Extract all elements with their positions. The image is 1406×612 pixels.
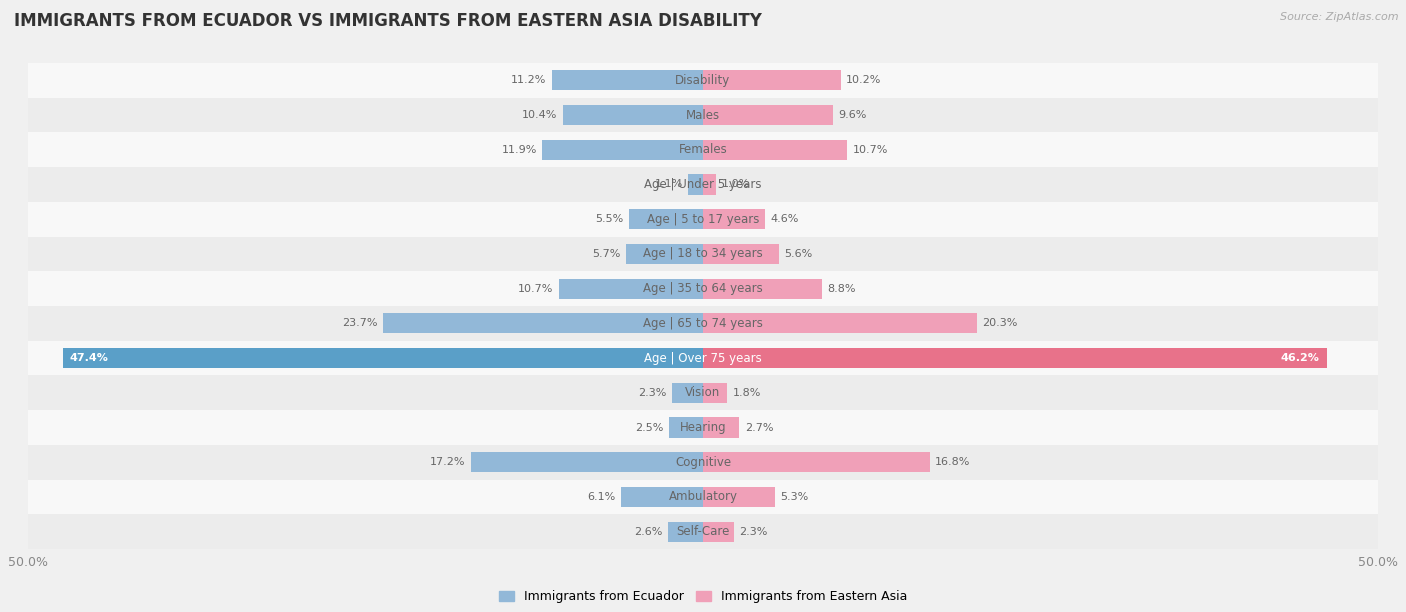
Bar xyxy=(558,278,703,299)
Text: 9.6%: 9.6% xyxy=(838,110,866,120)
Text: Age | 18 to 34 years: Age | 18 to 34 years xyxy=(643,247,763,261)
Bar xyxy=(703,487,775,507)
Text: Age | Over 75 years: Age | Over 75 years xyxy=(644,351,762,365)
Bar xyxy=(382,313,703,334)
Bar xyxy=(626,244,703,264)
Text: IMMIGRANTS FROM ECUADOR VS IMMIGRANTS FROM EASTERN ASIA DISABILITY: IMMIGRANTS FROM ECUADOR VS IMMIGRANTS FR… xyxy=(14,12,762,30)
Bar xyxy=(703,417,740,438)
Bar xyxy=(28,341,1378,375)
Bar xyxy=(28,480,1378,514)
Text: Cognitive: Cognitive xyxy=(675,456,731,469)
Text: Age | Under 5 years: Age | Under 5 years xyxy=(644,178,762,191)
Text: 10.7%: 10.7% xyxy=(853,145,889,155)
Bar xyxy=(703,244,779,264)
Bar xyxy=(28,63,1378,98)
Text: 47.4%: 47.4% xyxy=(70,353,108,363)
Text: Males: Males xyxy=(686,108,720,122)
Text: 11.2%: 11.2% xyxy=(510,75,547,85)
Bar xyxy=(688,174,703,195)
Bar xyxy=(28,306,1378,341)
Text: Age | 5 to 17 years: Age | 5 to 17 years xyxy=(647,213,759,226)
Bar xyxy=(28,445,1378,480)
Text: 23.7%: 23.7% xyxy=(342,318,378,329)
Bar xyxy=(28,410,1378,445)
Bar xyxy=(703,278,821,299)
Bar xyxy=(668,521,703,542)
Bar xyxy=(703,382,727,403)
Bar xyxy=(28,237,1378,271)
Text: 16.8%: 16.8% xyxy=(935,457,970,467)
Bar xyxy=(551,70,703,91)
Bar xyxy=(471,452,703,472)
Text: Self-Care: Self-Care xyxy=(676,525,730,538)
Text: Ambulatory: Ambulatory xyxy=(668,490,738,504)
Text: Age | 65 to 74 years: Age | 65 to 74 years xyxy=(643,317,763,330)
Text: 10.4%: 10.4% xyxy=(522,110,557,120)
Bar xyxy=(703,105,832,125)
Text: Females: Females xyxy=(679,143,727,156)
Text: 2.3%: 2.3% xyxy=(740,527,768,537)
Bar xyxy=(672,382,703,403)
Bar xyxy=(703,313,977,334)
Bar xyxy=(703,174,717,195)
Text: Hearing: Hearing xyxy=(679,421,727,434)
Bar xyxy=(703,348,1327,368)
Text: Source: ZipAtlas.com: Source: ZipAtlas.com xyxy=(1281,12,1399,22)
Text: 2.5%: 2.5% xyxy=(636,422,664,433)
Text: 2.3%: 2.3% xyxy=(638,388,666,398)
Bar xyxy=(28,271,1378,306)
Bar xyxy=(703,452,929,472)
Bar xyxy=(562,105,703,125)
Bar xyxy=(28,375,1378,410)
Text: 1.0%: 1.0% xyxy=(721,179,751,190)
Text: 5.3%: 5.3% xyxy=(780,492,808,502)
Text: 8.8%: 8.8% xyxy=(827,283,856,294)
Text: 11.9%: 11.9% xyxy=(502,145,537,155)
Text: Disability: Disability xyxy=(675,74,731,87)
Bar xyxy=(63,348,703,368)
Bar xyxy=(703,70,841,91)
Text: 5.5%: 5.5% xyxy=(595,214,623,224)
Legend: Immigrants from Ecuador, Immigrants from Eastern Asia: Immigrants from Ecuador, Immigrants from… xyxy=(494,585,912,608)
Bar xyxy=(543,140,703,160)
Text: 2.7%: 2.7% xyxy=(745,422,773,433)
Text: 4.6%: 4.6% xyxy=(770,214,799,224)
Bar xyxy=(28,98,1378,132)
Bar xyxy=(620,487,703,507)
Bar xyxy=(28,202,1378,237)
Text: 10.7%: 10.7% xyxy=(517,283,553,294)
Text: 1.1%: 1.1% xyxy=(655,179,683,190)
Text: 10.2%: 10.2% xyxy=(846,75,882,85)
Bar xyxy=(28,514,1378,549)
Bar xyxy=(703,140,848,160)
Text: 5.7%: 5.7% xyxy=(592,249,620,259)
Bar xyxy=(628,209,703,230)
Bar xyxy=(28,167,1378,202)
Text: Vision: Vision xyxy=(685,386,721,399)
Bar xyxy=(28,132,1378,167)
Text: 2.6%: 2.6% xyxy=(634,527,662,537)
Text: 46.2%: 46.2% xyxy=(1281,353,1320,363)
Text: 1.8%: 1.8% xyxy=(733,388,761,398)
Bar xyxy=(703,209,765,230)
Text: 17.2%: 17.2% xyxy=(430,457,465,467)
Bar xyxy=(669,417,703,438)
Bar xyxy=(703,521,734,542)
Text: 20.3%: 20.3% xyxy=(983,318,1018,329)
Text: 6.1%: 6.1% xyxy=(588,492,616,502)
Text: 5.6%: 5.6% xyxy=(785,249,813,259)
Text: Age | 35 to 64 years: Age | 35 to 64 years xyxy=(643,282,763,295)
